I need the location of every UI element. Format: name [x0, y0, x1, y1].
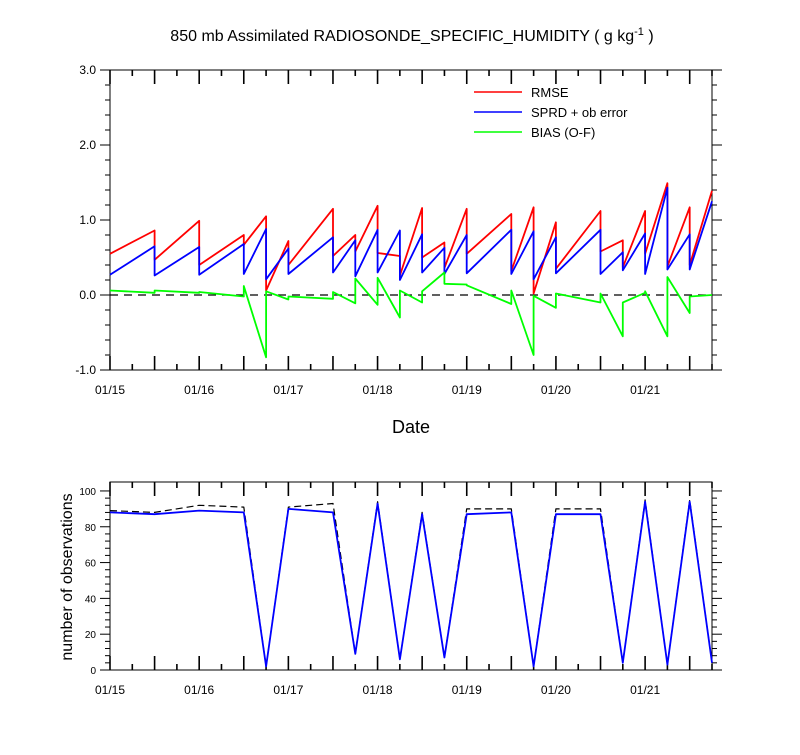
top-axis-ticks: [100, 69, 722, 371]
series-line-bias-o-f: [109, 271, 713, 359]
x-tick-label: 01/17: [273, 683, 303, 697]
bottom-panel: 01/15 01/16 01/17 01/18 01/19 01/20 01/21 0 20 40…: [59, 481, 722, 697]
y-tick-label: 1.0: [79, 213, 96, 227]
x-axis-title: Date: [392, 417, 430, 437]
x-tick-label: 01/15: [95, 383, 125, 397]
x-tick-label: 01/21: [630, 383, 660, 397]
chart-title: 850 mb Assimilated RADIOSONDE_SPECIFIC_H…: [170, 26, 653, 45]
x-tick-label: 01/15: [95, 683, 125, 697]
x-tick-label: 01/18: [363, 383, 393, 397]
x-tick-label: 01/16: [184, 683, 214, 697]
legend: RMSE SPRD + ob error BIAS (O-F): [474, 85, 628, 140]
bottom-plot-frame: [109, 481, 713, 671]
top-series-group: [109, 182, 713, 359]
x-tick-label: 01/17: [273, 383, 303, 397]
y-tick-label: 3.0: [79, 63, 96, 77]
top-panel: 01/15 01/16 01/17 01/18 01/19 01/20 01/21 -1.0 0…: [75, 63, 722, 437]
x-tick-label: 01/20: [541, 383, 571, 397]
x-tick-label: 01/19: [452, 383, 482, 397]
y-tick-label: 40: [85, 594, 97, 605]
y-tick-label: 0.0: [79, 288, 96, 302]
series-line-sprd-ob-error: [109, 186, 713, 281]
y-tick-label: 0: [90, 666, 96, 677]
x-tick-label: 01/20: [541, 683, 571, 697]
legend-label-sprd: SPRD + ob error: [531, 105, 628, 120]
y-tick-label: 2.0: [79, 138, 96, 152]
y-tick-label: 60: [85, 559, 97, 570]
top-axis-labels: 01/15 01/16 01/17 01/18 01/19 01/20 01/21 -1.0 0…: [75, 63, 660, 397]
legend-label-rmse: RMSE: [531, 85, 569, 100]
bottom-axis-ticks: [100, 482, 722, 671]
bottom-axis-labels: 01/15 01/16 01/17 01/18 01/19 01/20 01/21 0 20 40…: [79, 487, 660, 697]
x-tick-label: 01/16: [184, 383, 214, 397]
y-axis-title-bottom: number of observations: [59, 493, 76, 660]
x-tick-label: 01/18: [363, 683, 393, 697]
series-line-rmse: [109, 182, 713, 295]
x-tick-label: 01/21: [630, 683, 660, 697]
y-tick-label: -1.0: [75, 363, 96, 377]
bottom-series-group: [109, 499, 713, 668]
y-tick-label: 80: [85, 523, 97, 534]
y-tick-label: 100: [79, 487, 96, 498]
series-line-assimilated: [109, 500, 713, 668]
x-tick-label: 01/19: [452, 683, 482, 697]
legend-label-bias: BIAS (O-F): [531, 125, 595, 140]
y-tick-label: 20: [85, 630, 97, 641]
